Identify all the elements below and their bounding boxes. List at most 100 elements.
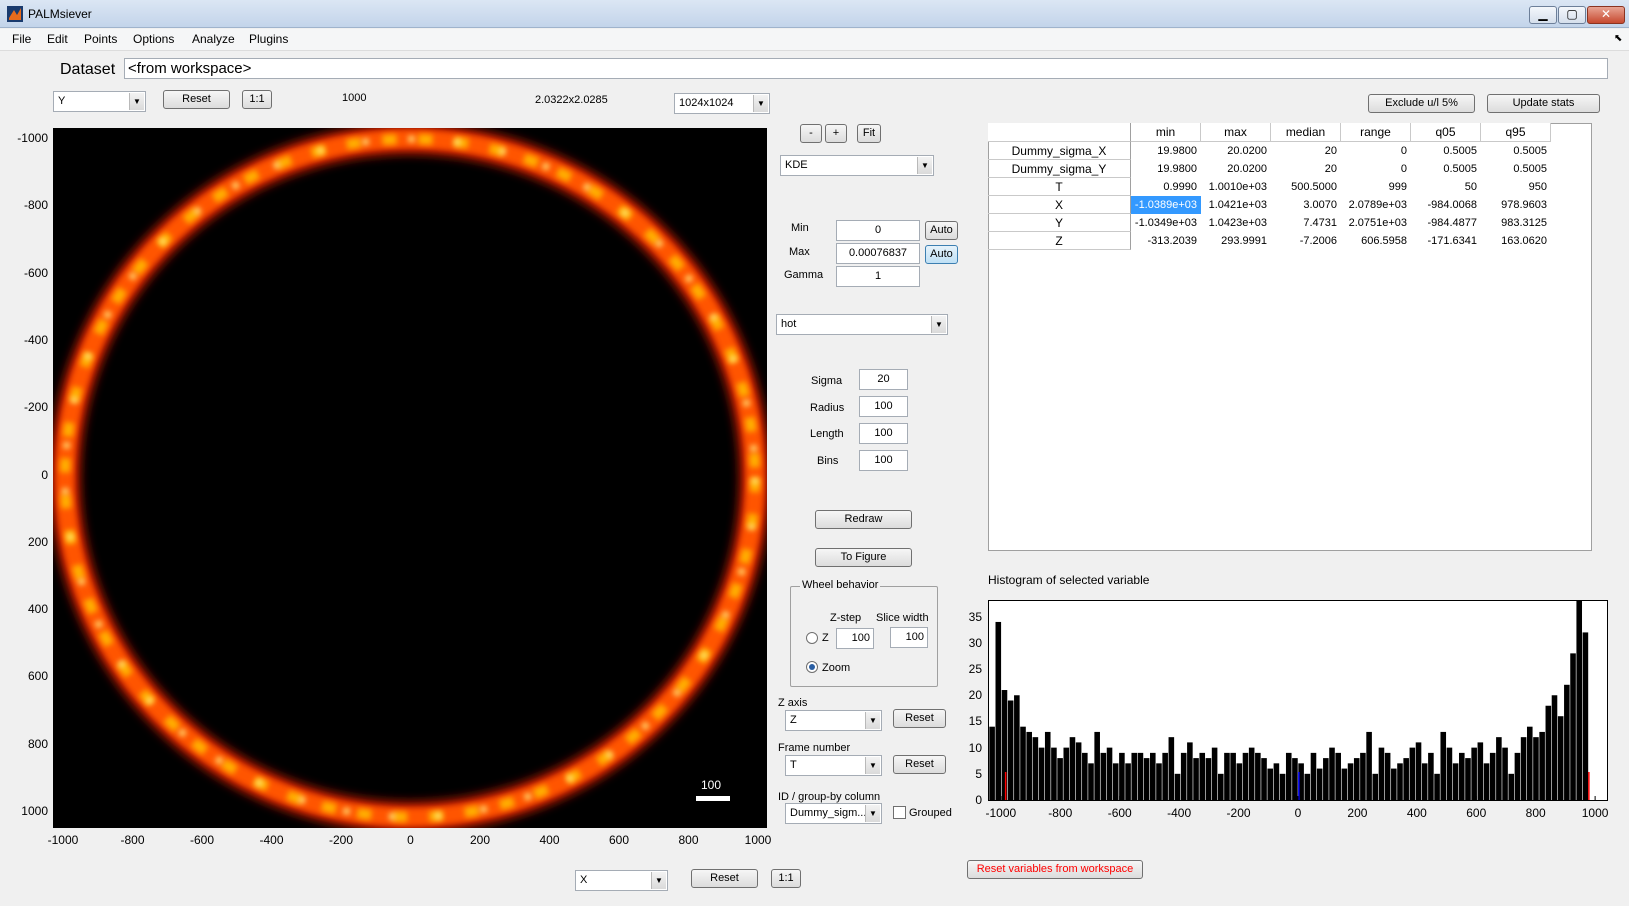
stats-cell[interactable]: -7.2006 bbox=[1299, 235, 1337, 247]
stats-cell[interactable]: 20 bbox=[1324, 163, 1337, 175]
stats-cell[interactable]: 0 bbox=[1400, 163, 1407, 175]
stats-cell[interactable]: 978.9603 bbox=[1501, 199, 1547, 211]
gamma-field[interactable]: 1 bbox=[836, 266, 920, 287]
menu-analyze[interactable]: Analyze bbox=[192, 32, 235, 46]
frame-number-select[interactable]: T ▼ bbox=[785, 755, 882, 776]
stats-cell[interactable]: 0 bbox=[1400, 145, 1407, 157]
group-by-select[interactable]: Dummy_sigm... ▼ bbox=[785, 803, 882, 824]
to-figure-button[interactable]: To Figure bbox=[815, 548, 912, 567]
stats-cell[interactable]: 50 bbox=[1464, 181, 1477, 193]
stats-cell[interactable]: -1.0389e+03 bbox=[1131, 196, 1201, 214]
x-one-to-one-button[interactable]: 1:1 bbox=[771, 869, 801, 888]
stats-cell[interactable]: 0.5005 bbox=[1443, 163, 1477, 175]
stats-cell[interactable]: 163.0620 bbox=[1501, 235, 1547, 247]
exclude-outliers-button[interactable]: Exclude u/l 5% bbox=[1368, 94, 1475, 113]
stats-cell[interactable]: 1.0010e+03 bbox=[1208, 181, 1267, 193]
radius-field[interactable]: 100 bbox=[859, 396, 908, 417]
update-stats-button[interactable]: Update stats bbox=[1487, 94, 1600, 113]
sigma-field[interactable]: 20 bbox=[859, 369, 908, 390]
render-method-select[interactable]: KDE ▼ bbox=[780, 155, 934, 176]
stats-column-header[interactable]: max bbox=[1201, 123, 1271, 142]
stats-row-header[interactable]: X bbox=[988, 196, 1131, 214]
stats-cell[interactable]: 2.0751e+03 bbox=[1348, 217, 1407, 229]
stats-column-header[interactable]: median bbox=[1271, 123, 1341, 142]
menu-options[interactable]: Options bbox=[133, 32, 175, 46]
bins-field[interactable]: 100 bbox=[859, 450, 908, 471]
y-one-to-one-button[interactable]: 1:1 bbox=[242, 90, 272, 109]
stats-cell[interactable]: 0.9990 bbox=[1163, 181, 1197, 193]
zoom-out-button[interactable]: - bbox=[800, 124, 822, 143]
colormap-select[interactable]: hot ▼ bbox=[776, 314, 948, 335]
stats-column-header[interactable]: q95 bbox=[1481, 123, 1551, 142]
z-axis-reset-button[interactable]: Reset bbox=[893, 709, 946, 728]
stats-cell[interactable]: 1.0423e+03 bbox=[1208, 217, 1267, 229]
stats-column-header[interactable]: q05 bbox=[1411, 123, 1481, 142]
stats-column-header[interactable]: min bbox=[1131, 123, 1201, 142]
y-variable-select[interactable]: Y ▼ bbox=[53, 91, 146, 112]
zstep-field[interactable]: 100 bbox=[836, 628, 874, 649]
stats-cell[interactable]: -1.0349e+03 bbox=[1134, 217, 1197, 229]
stats-cell[interactable]: 20.0200 bbox=[1227, 163, 1267, 175]
histogram-bar bbox=[1576, 601, 1583, 800]
redraw-button[interactable]: Redraw bbox=[815, 510, 912, 529]
zoom-radio[interactable] bbox=[806, 661, 818, 673]
stats-column-header[interactable]: range bbox=[1341, 123, 1411, 142]
min-field[interactable]: 0 bbox=[836, 220, 920, 241]
menu-file[interactable]: File bbox=[12, 32, 32, 46]
stats-cell[interactable]: 19.9800 bbox=[1157, 145, 1197, 157]
z-radio[interactable] bbox=[806, 632, 818, 644]
localization-image[interactable]: 100 bbox=[50, 124, 770, 832]
stats-row-header[interactable]: Dummy_sigma_X bbox=[988, 142, 1131, 160]
min-auto-button[interactable]: Auto bbox=[925, 221, 958, 240]
histogram-plot[interactable] bbox=[988, 600, 1608, 801]
stats-cell[interactable]: 1.0421e+03 bbox=[1208, 199, 1267, 211]
menu-edit[interactable]: Edit bbox=[47, 32, 68, 46]
y-reset-button[interactable]: Reset bbox=[163, 90, 230, 109]
stats-cell[interactable]: -984.4877 bbox=[1427, 217, 1477, 229]
stats-row-header[interactable]: Dummy_sigma_Y bbox=[988, 160, 1131, 178]
stats-cell[interactable]: 293.9991 bbox=[1221, 235, 1267, 247]
stats-cell[interactable]: 3.0070 bbox=[1303, 199, 1337, 211]
zoom-in-button[interactable]: + bbox=[825, 124, 847, 143]
stats-cell[interactable]: 7.4731 bbox=[1303, 217, 1337, 229]
stats-row-header[interactable]: T bbox=[988, 178, 1131, 196]
z-axis-select[interactable]: Z ▼ bbox=[785, 710, 882, 731]
max-field[interactable]: 0.00076837 bbox=[836, 243, 920, 264]
dock-arrow-icon[interactable]: ⬉ bbox=[1614, 33, 1623, 44]
stats-cell[interactable]: 0.5005 bbox=[1443, 145, 1477, 157]
menu-plugins[interactable]: Plugins bbox=[249, 32, 289, 46]
fit-button[interactable]: Fit bbox=[857, 124, 881, 143]
frame-number-reset-button[interactable]: Reset bbox=[893, 755, 946, 774]
histogram-bar bbox=[1477, 742, 1484, 800]
resolution-select[interactable]: 1024x1024 ▼ bbox=[674, 93, 770, 114]
image-y-tick: 600 bbox=[27, 669, 48, 684]
stats-cell[interactable]: 983.3125 bbox=[1501, 217, 1547, 229]
stats-cell[interactable]: -171.6341 bbox=[1427, 235, 1477, 247]
close-button[interactable]: ✕ bbox=[1587, 6, 1625, 24]
stats-cell[interactable]: 500.5000 bbox=[1291, 181, 1337, 193]
stats-cell[interactable]: 606.5958 bbox=[1361, 235, 1407, 247]
length-field[interactable]: 100 bbox=[859, 423, 908, 444]
stats-cell[interactable]: 950 bbox=[1528, 181, 1547, 193]
stats-cell[interactable]: -984.0068 bbox=[1427, 199, 1477, 211]
grouped-checkbox[interactable] bbox=[893, 806, 906, 819]
stats-cell[interactable]: 0.5005 bbox=[1513, 163, 1547, 175]
stats-cell[interactable]: 2.0789e+03 bbox=[1348, 199, 1407, 211]
stats-row-header[interactable]: Z bbox=[988, 232, 1131, 250]
stats-cell[interactable]: 20.0200 bbox=[1227, 145, 1267, 157]
reset-variables-button[interactable]: Reset variables from workspace bbox=[967, 860, 1143, 879]
x-variable-select[interactable]: X ▼ bbox=[575, 870, 668, 891]
stats-cell[interactable]: -313.2039 bbox=[1147, 235, 1197, 247]
menu-points[interactable]: Points bbox=[84, 32, 118, 46]
stats-cell[interactable]: 20 bbox=[1324, 145, 1337, 157]
slice-width-field[interactable]: 100 bbox=[890, 627, 928, 648]
stats-cell[interactable]: 0.5005 bbox=[1513, 145, 1547, 157]
dataset-field[interactable]: <from workspace> bbox=[124, 58, 1608, 79]
stats-row-header[interactable]: Y bbox=[988, 214, 1131, 232]
minimize-button[interactable]: ▁ bbox=[1529, 6, 1557, 24]
max-auto-button[interactable]: Auto bbox=[925, 245, 958, 264]
stats-cell[interactable]: 999 bbox=[1388, 181, 1407, 193]
stats-cell[interactable]: 19.9800 bbox=[1157, 163, 1197, 175]
x-reset-button[interactable]: Reset bbox=[691, 869, 758, 888]
maximize-button[interactable]: ▢ bbox=[1558, 6, 1586, 24]
